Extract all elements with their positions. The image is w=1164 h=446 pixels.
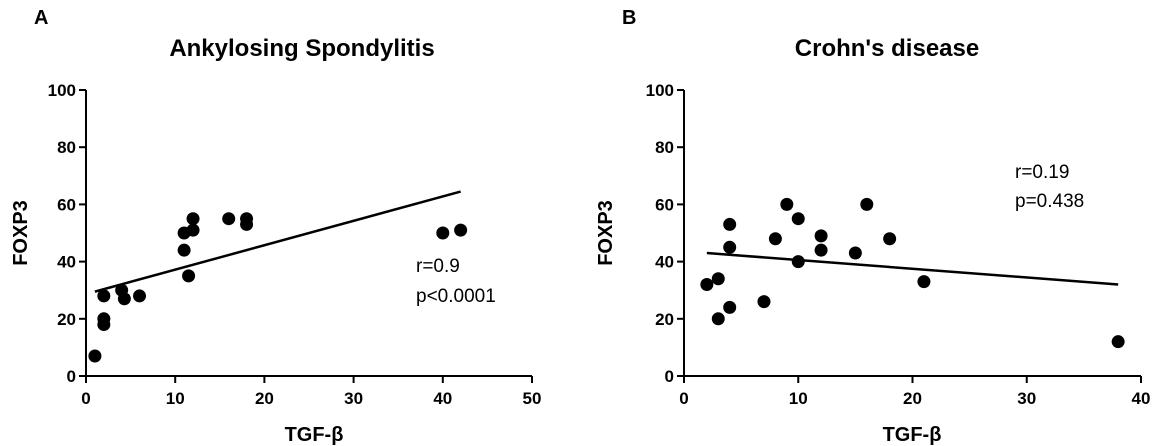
panel-b-data-point (768, 232, 782, 246)
panel-a-y-tick-label: 0 (67, 367, 76, 386)
panel-a-points (88, 212, 468, 363)
panel-a-data-point (240, 217, 254, 231)
panel-a-axes: 0 20 40 60 80 100 0 10 20 30 40 50 (48, 81, 542, 408)
panel-b-axes: 0 20 40 60 80 100 0 10 20 30 40 (646, 81, 1151, 408)
panel-b-data-point (848, 246, 862, 260)
panel-b-data-point (814, 229, 828, 243)
panel-b-data-point (791, 212, 805, 226)
panel-b-y-tick-label: 60 (655, 195, 674, 214)
panel-b-data-point (700, 277, 714, 291)
panel-b-y-tick-label: 0 (665, 367, 674, 386)
panel-a-p-value: p<0.0001 (416, 286, 496, 307)
panel-a-data-point (88, 349, 102, 363)
panel-a-x-tick-label: 50 (523, 389, 542, 408)
panel-b-p-value: p=0.438 (1015, 191, 1084, 212)
panel-a-fit-line (94, 190, 461, 293)
panel-a-data-point (97, 289, 111, 303)
panel-a-data-point (97, 318, 111, 332)
panel-b-y-tick-label: 80 (655, 138, 674, 157)
panel-a-title: Ankylosing Spondylitis (169, 35, 434, 62)
panel-b-data-point (711, 272, 725, 286)
panel-a-r-value: r=0.9 (416, 256, 460, 277)
panel-a-data-point (182, 269, 196, 283)
panel-a-x-tick-label: 10 (166, 389, 185, 408)
panel-a-y-axis-label: FOXP3 (10, 200, 32, 266)
panel-a-x-tick-label: 30 (344, 389, 363, 408)
panel-b-x-tick-label: 10 (789, 389, 808, 408)
panel-a-data-point (454, 223, 468, 237)
panel-b-x-tick-label: 0 (679, 389, 688, 408)
panel-b-title: Crohn's disease (795, 35, 979, 62)
panel-b-y-tick-label: 20 (655, 310, 674, 329)
panel-b-points (700, 197, 1125, 349)
panel-a-letter: A (34, 7, 48, 29)
panel-b-data-point (917, 275, 931, 289)
panel-b-r-value: r=0.19 (1015, 162, 1069, 183)
panel-b-data-point (723, 300, 737, 314)
panel-b-data-point (860, 197, 874, 211)
panel-a-y-tick-label: 20 (57, 310, 76, 329)
panel-a-x-tick-label: 40 (433, 389, 452, 408)
panel-a-data-point (436, 226, 450, 240)
panel-b-x-tick-label: 40 (1132, 389, 1151, 408)
panel-a-x-axis-label: TGF-β (285, 424, 344, 446)
panel-b-x-tick-label: 30 (1017, 389, 1036, 408)
panel-b-data-point (1111, 335, 1125, 349)
panel-b-data-point (883, 232, 897, 246)
panel-a-data-point (222, 212, 236, 226)
panel-a-chart: A Ankylosing Spondylitis 0 20 40 60 80 100 0 10… (10, 7, 541, 446)
panel-a-x-tick-label: 0 (81, 389, 90, 408)
panel-a-data-point (186, 212, 200, 226)
panel-b-data-point (711, 312, 725, 326)
panel-a-data-point (177, 243, 191, 257)
panel-b-letter: B (622, 7, 636, 29)
panel-b-data-point (791, 255, 805, 269)
panel-b-x-axis-label: TGF-β (883, 424, 942, 446)
panel-a-data-point (133, 289, 147, 303)
panel-b-y-axis-label: FOXP3 (595, 200, 617, 266)
panel-b-y-tick-label: 100 (646, 81, 674, 100)
panel-a-data-point (186, 223, 200, 237)
panel-a-y-tick-label: 100 (48, 81, 76, 100)
panel-b-data-point (780, 197, 794, 211)
panel-b-data-point (723, 217, 737, 231)
panel-a-y-tick-label: 40 (57, 253, 76, 272)
panel-b-data-point (814, 243, 828, 257)
panel-b-x-tick-label: 20 (903, 389, 922, 408)
panel-b-data-point (723, 240, 737, 254)
panel-b-fit-line (706, 251, 1119, 286)
panel-a-x-tick-label: 20 (255, 389, 274, 408)
panel-a-y-tick-label: 80 (57, 138, 76, 157)
panel-b-y-tick-label: 40 (655, 253, 674, 272)
panel-a-data-point (117, 292, 131, 306)
panel-a-y-tick-label: 60 (57, 195, 76, 214)
panel-b-data-point (757, 295, 771, 309)
